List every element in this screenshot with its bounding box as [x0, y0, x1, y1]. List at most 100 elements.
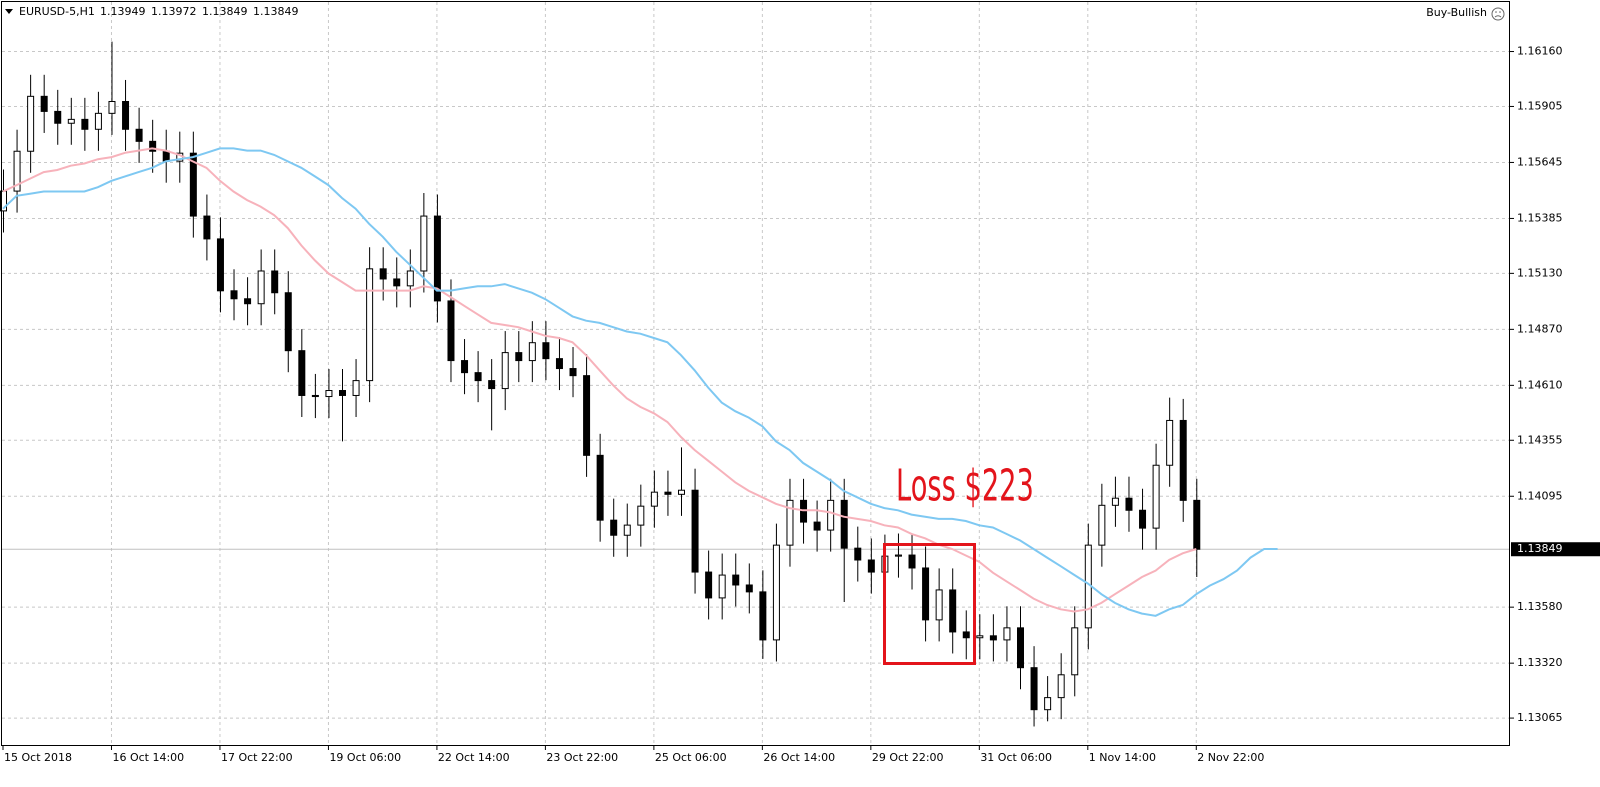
- candle-body: [908, 554, 916, 569]
- candle-body: [894, 554, 902, 557]
- y-tick-label: 1.15905: [1517, 99, 1563, 112]
- candle-body: [379, 268, 387, 280]
- candle-body: [149, 140, 157, 152]
- candle-body: [1179, 419, 1187, 501]
- candle-body: [203, 215, 211, 240]
- candle-body: [1071, 627, 1079, 676]
- candle-body: [461, 360, 469, 374]
- status-icon: [1491, 7, 1505, 21]
- candle-body: [447, 300, 455, 362]
- candle-body: [989, 635, 997, 641]
- candle-body: [311, 394, 319, 398]
- candle-body: [718, 574, 726, 599]
- candle-body: [650, 491, 658, 507]
- candle-body: [474, 372, 482, 382]
- loss-box: [883, 543, 976, 665]
- candle-body: [596, 454, 604, 521]
- menu-triangle[interactable]: [5, 9, 13, 14]
- candle-body: [122, 100, 130, 130]
- candle-body: [691, 489, 699, 573]
- ohlc-low: 1.13849: [202, 5, 248, 18]
- candle-body: [1030, 667, 1038, 711]
- candle-body: [94, 112, 102, 130]
- candle-body: [257, 270, 265, 305]
- candle-body: [610, 519, 618, 536]
- x-tick-label: 17 Oct 22:00: [221, 751, 293, 764]
- candle-body: [284, 292, 292, 352]
- candle-body: [542, 342, 550, 360]
- candle-body: [1098, 504, 1106, 546]
- y-tick-label: 1.14870: [1517, 322, 1563, 335]
- candle-body: [54, 110, 62, 124]
- candle-body: [840, 499, 848, 549]
- y-tick-label: 1.15645: [1517, 155, 1563, 168]
- y-tick-label: 1.14610: [1517, 378, 1563, 391]
- candle-body: [488, 380, 496, 390]
- candle-body: [854, 547, 862, 561]
- symbol: EURUSD-5,H1: [19, 5, 95, 18]
- candle-body: [189, 152, 197, 217]
- candle-body: [962, 631, 970, 639]
- x-tick-label: 2 Nov 22:00: [1197, 751, 1264, 764]
- candle-body: [705, 571, 713, 599]
- candle-body: [108, 100, 116, 114]
- x-tick-label: 15 Oct 2018: [4, 751, 72, 764]
- marks: [0, 41, 1278, 727]
- candle-body: [13, 150, 21, 192]
- candle-body: [515, 352, 523, 362]
- moving-average: [2, 147, 1278, 617]
- candle-body: [976, 635, 984, 639]
- signal: Buy-Bullish: [1426, 6, 1487, 19]
- annotation: Loss $223: [896, 460, 1034, 512]
- x-tick-label: 29 Oct 22:00: [872, 751, 944, 764]
- candle-body: [1017, 627, 1024, 669]
- candle-body: [827, 499, 835, 531]
- candle-body: [1111, 497, 1119, 506]
- last-price-box: [1511, 542, 1600, 557]
- candle-body: [339, 390, 346, 396]
- ohlc-high: 1.13972: [151, 5, 197, 18]
- x-tick-label: 31 Oct 06:00: [980, 751, 1052, 764]
- moving-average: [2, 147, 1197, 613]
- plot-frame: [1, 1, 1510, 746]
- candle-body: [216, 238, 224, 292]
- y-tick-label: 1.16160: [1517, 45, 1563, 58]
- candle-body: [772, 544, 780, 641]
- candle-body: [732, 574, 740, 586]
- candle-body: [935, 589, 943, 621]
- candle-body: [81, 118, 89, 130]
- candle-body: [406, 270, 414, 287]
- ohlc-close: 1.13849: [253, 5, 299, 18]
- candle-body: [1003, 627, 1011, 641]
- candle-body: [922, 567, 930, 621]
- x-tick-label: 22 Oct 14:00: [438, 751, 510, 764]
- candle-body: [244, 298, 252, 305]
- candle-body: [27, 95, 35, 152]
- y-tick-label: 1.15130: [1517, 266, 1563, 279]
- x-tick-label: 23 Oct 22:00: [546, 751, 618, 764]
- y-tick-label: 1.13320: [1517, 656, 1563, 669]
- candle-body: [813, 521, 821, 531]
- candle-body: [759, 591, 767, 641]
- candle-body: [325, 390, 333, 398]
- x-tick-label: 25 Oct 06:00: [655, 751, 727, 764]
- x-tick-label: 26 Oct 14:00: [763, 751, 835, 764]
- candle-body: [867, 559, 875, 573]
- candle-body: [501, 352, 509, 390]
- candle-body: [1139, 509, 1147, 529]
- candle-body: [637, 505, 645, 526]
- candle-body: [745, 584, 753, 593]
- candle-body: [1166, 419, 1174, 466]
- candle-body: [1125, 497, 1133, 511]
- candle-body: [664, 491, 672, 495]
- y-tick-label: 1.14095: [1517, 489, 1563, 502]
- x-tick-label: 16 Oct 14:00: [112, 751, 184, 764]
- candle-body: [555, 358, 563, 370]
- candle-body: [352, 380, 360, 396]
- candle-body: [230, 290, 238, 300]
- x-tick-label: 1 Nov 14:00: [1089, 751, 1156, 764]
- candle-body: [393, 278, 401, 287]
- x-tick-label: 19 Oct 06:00: [329, 751, 401, 764]
